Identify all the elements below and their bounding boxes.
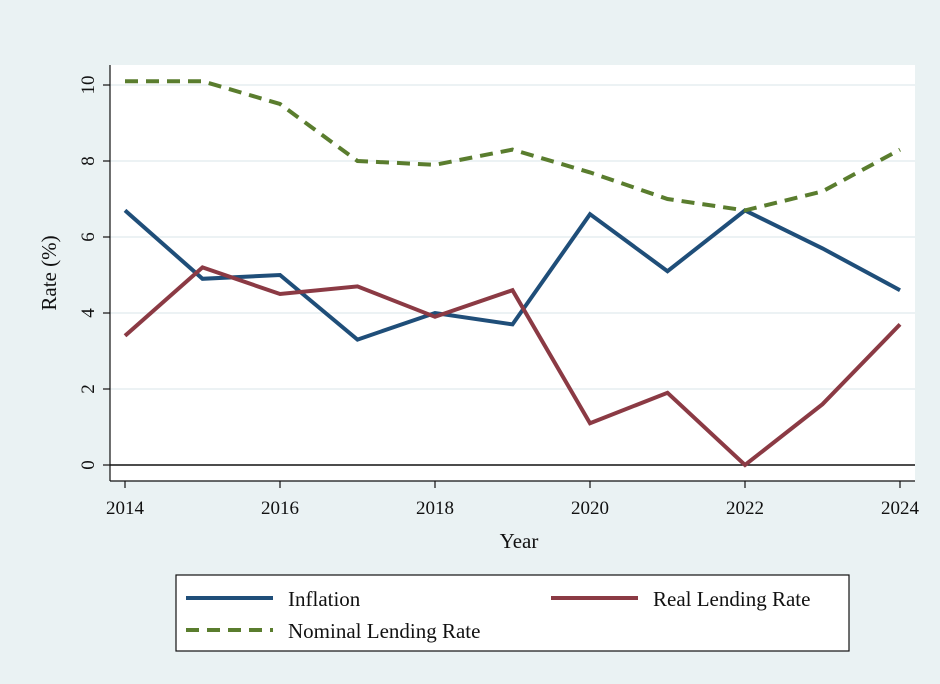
legend-box	[175, 574, 850, 652]
legend-label: Inflation	[288, 587, 361, 611]
y-tick-label: 6	[78, 232, 99, 242]
x-axis: 2014 2016 2018 2020 2022 2024	[106, 480, 920, 519]
x-tick-label: 2014	[106, 498, 145, 519]
x-tick-label: 2024	[881, 498, 920, 519]
plot-area	[110, 65, 915, 481]
x-tick-label: 2018	[416, 498, 454, 519]
x-tick-label: 2022	[726, 498, 764, 519]
series-line-nominal-lending-rate	[125, 79, 901, 213]
legend-label: Nominal Lending Rate	[288, 619, 480, 643]
x-tick-label: 2020	[571, 498, 609, 519]
y-tick-label: 10	[78, 76, 99, 95]
y-axis: 0 2 4 6 8 10	[78, 65, 111, 481]
x-axis-title: Year	[500, 529, 539, 553]
y-axis-title: Rate (%)	[37, 235, 61, 310]
y-tick-label: 2	[78, 384, 99, 394]
y-tick-label: 4	[78, 308, 99, 318]
y-tick-label: 8	[78, 156, 99, 166]
x-tick-label: 2016	[261, 498, 299, 519]
legend: Inflation Real Lending Rate Nominal Lendin…	[175, 574, 850, 652]
series-line-inflation	[123, 208, 901, 342]
grid-lines	[110, 84, 915, 390]
y-tick-label: 0	[78, 460, 99, 470]
series-layer	[123, 79, 902, 468]
series-line-real-lending-rate	[123, 265, 902, 468]
legend-label: Real Lending Rate	[653, 587, 810, 611]
